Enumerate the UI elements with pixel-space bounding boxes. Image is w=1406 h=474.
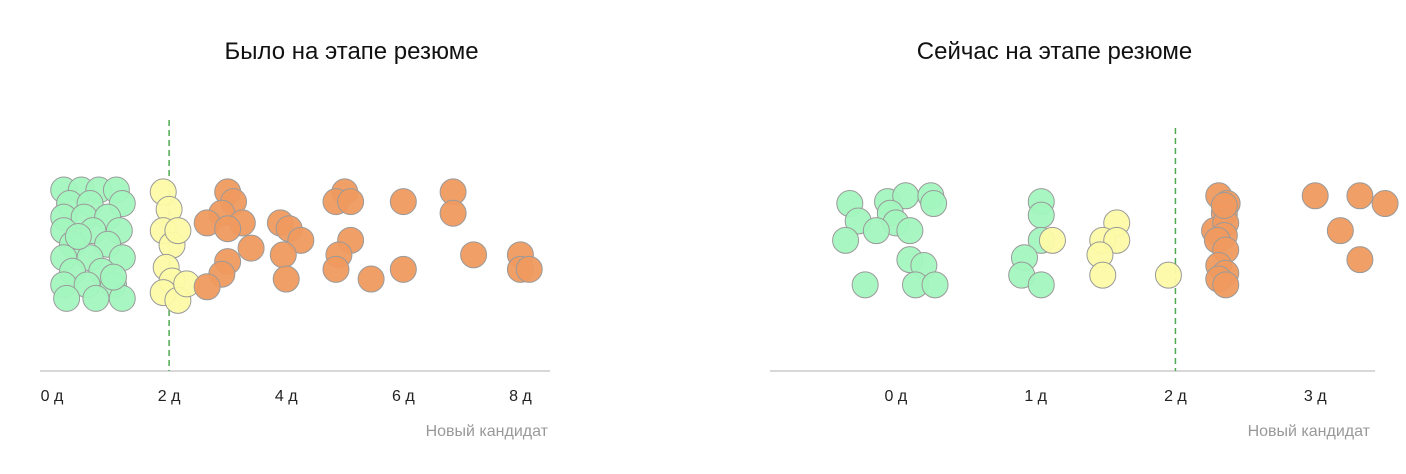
x-tick-label: 8 д xyxy=(509,388,532,405)
x-tick-label: 2 д xyxy=(158,388,181,405)
x-tick-label: 3 д xyxy=(1304,388,1327,405)
data-point-fresh[interactable] xyxy=(99,263,127,291)
x-tick-label: 0 д xyxy=(41,388,64,405)
data-point-fresh[interactable] xyxy=(82,284,110,312)
data-point-old[interactable] xyxy=(322,255,350,283)
data-point-old[interactable] xyxy=(515,255,543,283)
data-point-old[interactable] xyxy=(237,234,265,262)
data-point-old[interactable] xyxy=(1212,271,1240,299)
data-point-fresh[interactable] xyxy=(921,271,949,299)
scatter-chart-before: 0 д 2 д 4 д 6 д 8 д xyxy=(40,120,550,405)
chart-title: Было на этапе резюме xyxy=(224,38,479,65)
data-point-fresh[interactable] xyxy=(862,217,890,245)
data-point-mid[interactable] xyxy=(1038,226,1066,254)
data-point-old[interactable] xyxy=(1301,182,1329,210)
x-tick-label: 2 д xyxy=(1164,388,1187,405)
data-point-fresh[interactable] xyxy=(832,226,860,254)
plot-layer: 0 д 2 д 4 д 6 д 8 д xyxy=(40,120,550,405)
scatter-chart-current: 0 д 1 д 2 д 3 д xyxy=(770,128,1399,405)
plot-layer: 0 д 1 д 2 д 3 д xyxy=(770,128,1399,405)
data-point-fresh[interactable] xyxy=(64,222,92,250)
data-point-old[interactable] xyxy=(269,241,297,269)
data-point-old[interactable] xyxy=(214,215,242,243)
data-point-mid[interactable] xyxy=(1089,261,1117,289)
data-point-mid[interactable] xyxy=(1154,261,1182,289)
data-point-old[interactable] xyxy=(460,241,488,269)
x-tick-label: 1 д xyxy=(1024,388,1047,405)
data-point-old[interactable] xyxy=(337,188,365,216)
data-point-old[interactable] xyxy=(389,255,417,283)
data-point-old[interactable] xyxy=(1346,246,1374,274)
data-point-old[interactable] xyxy=(193,273,221,301)
x-tick-label: 0 д xyxy=(885,388,908,405)
data-point-old[interactable] xyxy=(389,188,417,216)
data-point-old[interactable] xyxy=(357,265,385,293)
data-point-mid[interactable] xyxy=(164,217,192,245)
legend-note: Новый кандидат xyxy=(1247,423,1370,440)
data-point-old[interactable] xyxy=(272,265,300,293)
data-point-fresh[interactable] xyxy=(1027,271,1055,299)
data-point-old[interactable] xyxy=(1326,217,1354,245)
data-point-fresh[interactable] xyxy=(896,217,924,245)
data-point-old[interactable] xyxy=(1346,182,1374,210)
x-tick-label: 6 д xyxy=(392,388,415,405)
data-point-old[interactable] xyxy=(439,199,467,227)
data-point-old[interactable] xyxy=(1371,190,1399,218)
legend-note: Новый кандидат xyxy=(425,423,548,440)
data-point-fresh[interactable] xyxy=(53,284,81,312)
data-point-fresh[interactable] xyxy=(851,271,879,299)
data-point-fresh[interactable] xyxy=(920,190,948,218)
data-point-old[interactable] xyxy=(1210,191,1238,219)
data-point-fresh[interactable] xyxy=(1027,201,1055,229)
chart-panel-before: 0 д 2 д 4 д 6 д 8 д Было на этапе резюме Нов… xyxy=(40,38,550,440)
chart-title: Сейчас на этапе резюме xyxy=(916,38,1193,65)
data-point-old[interactable] xyxy=(287,226,315,254)
x-tick-label: 4 д xyxy=(275,388,298,405)
chart-panel-current: 0 д 1 д 2 д 3 д Сейчас на этапе резюме Новы… xyxy=(703,0,1406,474)
